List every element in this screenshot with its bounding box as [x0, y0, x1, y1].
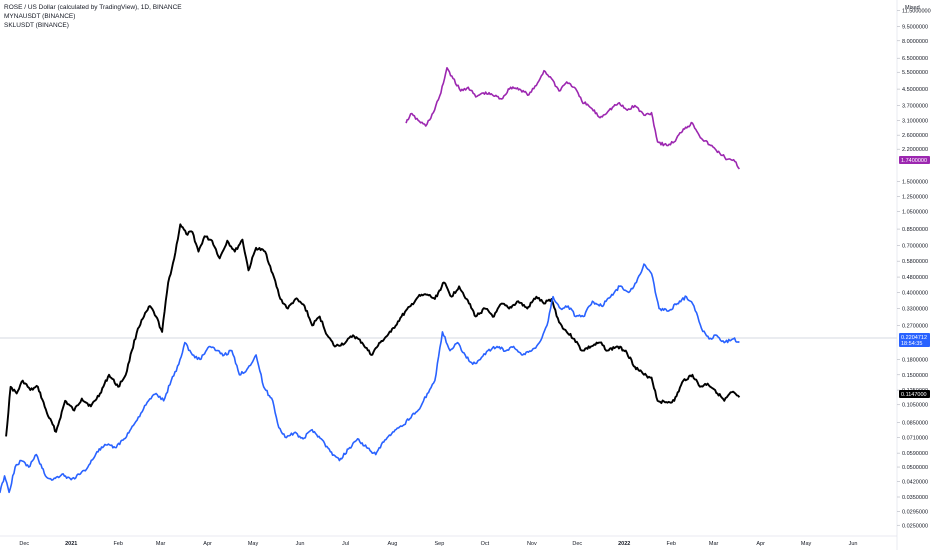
legend-myna-symbol[interactable]: MYNAUSDT (BINANCE) [4, 13, 76, 20]
purple-price-tag: 1.7400000 [899, 156, 930, 164]
black-price-tag-bg [899, 390, 930, 398]
series-line-rose[interactable] [5, 223, 741, 437]
time-tick-label: May [801, 541, 812, 547]
price-tick-label: 0.1050000 [902, 403, 928, 409]
price-tick-label: 5.5000000 [902, 70, 928, 76]
black-price-tag: 0.1147000 [899, 390, 930, 398]
price-tick-label: 0.0350000 [902, 495, 928, 501]
price-tick-label: 0.0710000 [902, 436, 928, 442]
price-tick-label: 1.0500000 [902, 209, 928, 215]
price-tick-label: 0.4000000 [902, 290, 928, 296]
price-tick-label: 0.0295000 [902, 509, 928, 515]
price-tick-label: 0.1800000 [902, 357, 928, 363]
price-tick-label: 1.5000000 [902, 179, 928, 185]
price-tick-label: 3.1000000 [902, 118, 928, 124]
chart-legend: ROSE / US Dollar (calculated by TradingV… [4, 3, 182, 30]
time-tick-label: Oct [481, 541, 490, 547]
price-tick-label: 2.6000000 [902, 133, 928, 139]
blue-price-tag-countdown: 18:54:35 [901, 341, 922, 347]
price-tick-label: 11.5000000 [902, 8, 931, 14]
price-tick-label: 0.3300000 [902, 307, 928, 313]
price-tick-label: 0.5800000 [902, 259, 928, 265]
series-layer [0, 66, 741, 494]
time-tick-label: Dec [572, 541, 582, 547]
price-tick-label: 3.7000000 [902, 104, 928, 110]
time-tick-label: Feb [666, 541, 675, 547]
price-tick-label: 0.8500000 [902, 227, 928, 233]
time-tick-label: May [248, 541, 259, 547]
price-tick-label: 0.0500000 [902, 465, 928, 471]
time-tick-label: Sep [435, 541, 445, 547]
time-tick-label: Apr [203, 541, 212, 547]
time-tick-label: 2022 [618, 541, 630, 547]
price-tick-label: 6.5000000 [902, 56, 928, 62]
price-tick-label: 0.7000000 [902, 243, 928, 249]
price-axis[interactable]: 11.5000000 9.5000000 8.0000000 6.5000000 5.5… [897, 8, 931, 529]
blue-price-tag-bg [899, 333, 930, 347]
time-tick-label: Jun [296, 541, 305, 547]
time-axis[interactable]: Dec 2021 Feb Mar Apr May Jun Jul Aug Sep Oct Nov Dec… [19, 541, 857, 547]
series-line-skl[interactable] [0, 263, 740, 494]
blue-price-tag: 0.2204712 18:54:35 [899, 333, 930, 347]
purple-price-tag-bg [899, 156, 930, 164]
time-tick-label: 2021 [65, 541, 77, 547]
price-tick-label: 0.0250000 [902, 523, 928, 529]
time-tick-label: Mar [709, 541, 719, 547]
time-tick-label: Mar [156, 541, 166, 547]
legend-skl-symbol[interactable]: SKLUSDT (BINANCE) [4, 22, 69, 29]
price-tick-label: 4.5000000 [902, 87, 928, 93]
black-price-tag-text: 0.1147000 [901, 392, 927, 398]
time-tick-label: Jul [342, 541, 349, 547]
blue-price-tag-text: 0.2204712 [901, 335, 927, 341]
time-tick-label: Aug [388, 541, 398, 547]
price-tick-label: 2.2000000 [902, 147, 928, 153]
price-tick-label: 0.4800000 [902, 275, 928, 281]
scale-mode-label[interactable]: Mixed [905, 5, 920, 11]
price-tick-label: 1.2500000 [902, 195, 928, 201]
price-tick-label: 8.0000000 [902, 39, 928, 45]
price-tick-label: 9.5000000 [902, 24, 928, 30]
series-line-myna[interactable] [405, 66, 741, 170]
price-tick-label: 0.0590000 [902, 451, 928, 457]
time-tick-label: Nov [527, 541, 537, 547]
price-tick-label: 0.0420000 [902, 480, 928, 486]
time-tick-label: Feb [113, 541, 122, 547]
purple-price-tag-text: 1.7400000 [901, 158, 927, 164]
time-tick-label: Jun [849, 541, 858, 547]
price-tick-label: 0.0850000 [902, 420, 928, 426]
time-tick-label: Apr [756, 541, 765, 547]
legend-main-symbol[interactable]: ROSE / US Dollar (calculated by TradingV… [4, 4, 182, 11]
price-tick-label: 0.1500000 [902, 373, 928, 379]
time-tick-label: Dec [19, 541, 29, 547]
price-tick-label: 0.2700000 [902, 323, 928, 329]
